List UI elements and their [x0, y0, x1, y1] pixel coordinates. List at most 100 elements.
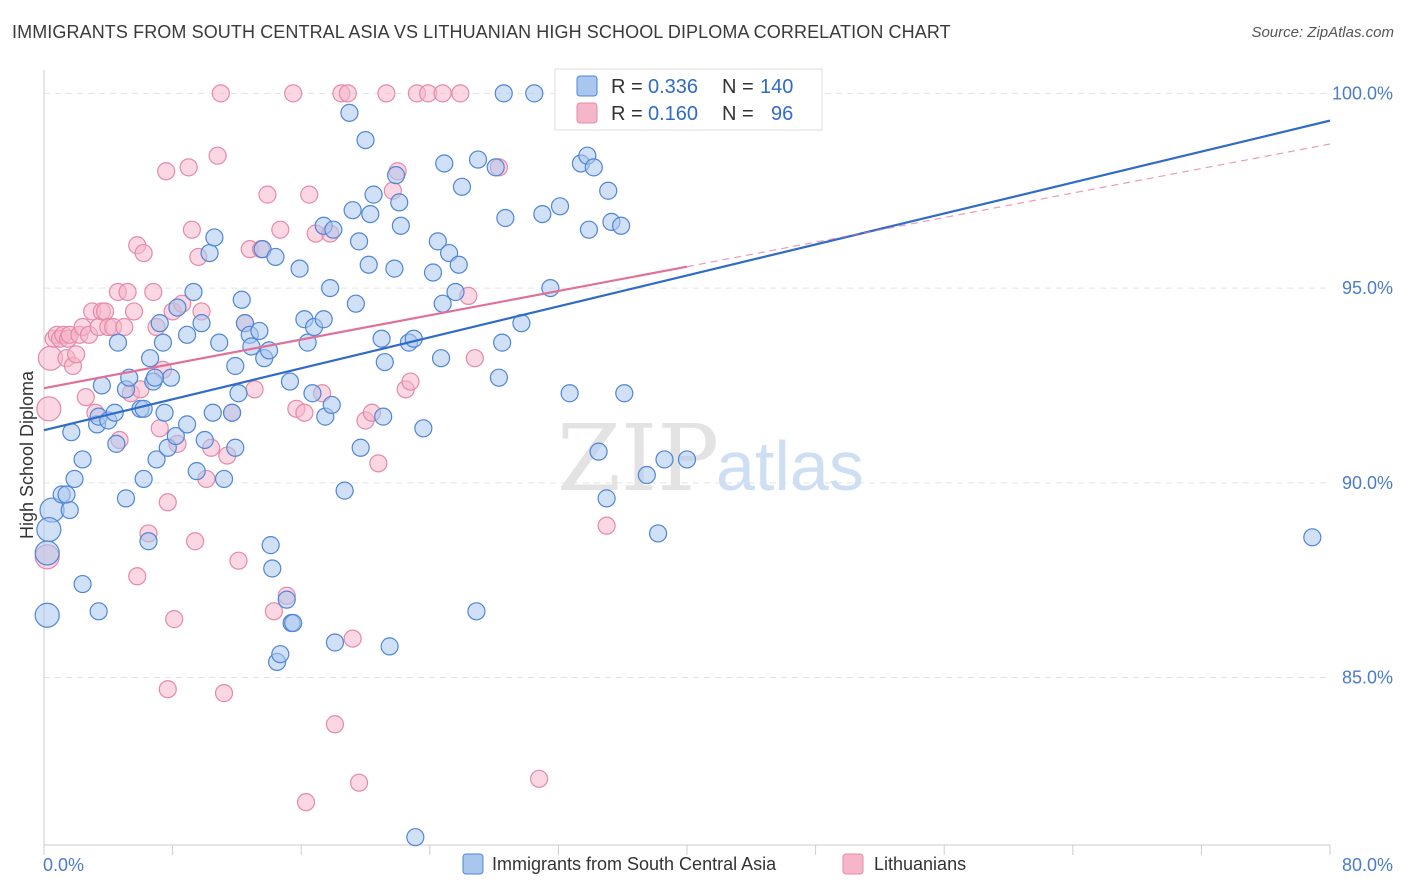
lithuanians-point	[271, 220, 290, 239]
y-axis-label: High School Diploma	[17, 370, 37, 539]
south-central-asia-point	[343, 201, 362, 220]
south-central-asia-point	[599, 181, 618, 200]
lithuanians-point	[295, 403, 314, 422]
lithuanians-point	[245, 380, 264, 399]
south-central-asia-point	[349, 232, 369, 251]
south-central-asia-point	[431, 349, 451, 368]
south-central-asia-point	[200, 243, 219, 263]
lithuanians-point	[377, 84, 396, 103]
trend-line-lithuanians	[43, 265, 688, 390]
south-central-asia-point	[166, 426, 185, 446]
south-central-asia-point	[108, 333, 128, 352]
south-central-asia-point	[446, 282, 465, 302]
legend-n-value-2: 96	[771, 103, 793, 125]
lithuanians-point	[158, 680, 177, 699]
south-central-asia-point	[655, 450, 674, 469]
south-central-asia-point	[428, 232, 447, 251]
legend-n-label-1: N =	[722, 76, 754, 98]
lithuanians-point	[300, 185, 319, 204]
lithuanians-point	[150, 419, 169, 438]
lithuanians-point	[144, 282, 163, 302]
south-central-asia-point	[290, 259, 309, 278]
legend-n-label-2: N =	[722, 103, 754, 125]
trend-lines	[43, 119, 1331, 432]
south-central-asia-point	[414, 419, 433, 438]
grid-lines	[44, 92, 1330, 679]
south-central-asia-point	[210, 333, 229, 352]
south-central-asia-point	[277, 590, 296, 609]
lithuanians-point	[343, 629, 362, 648]
lithuanians-point	[229, 551, 248, 570]
south-central-asia-point	[161, 368, 181, 387]
south-central-asia-point	[361, 204, 380, 224]
lithuanians-point	[115, 317, 134, 337]
south-central-asia-point	[486, 158, 505, 177]
lithuanians-point	[179, 158, 198, 177]
south-central-asia-point	[195, 430, 214, 450]
lithuanians-point	[95, 302, 115, 321]
south-central-asia-point	[226, 438, 245, 457]
series-legend-swatch-pink	[842, 853, 864, 875]
y-tick-label: 90.0%	[1342, 473, 1393, 493]
lithuanians-point	[338, 84, 357, 103]
lithuanians-point	[597, 516, 616, 535]
south-central-asia-point	[550, 197, 570, 216]
south-central-asia-point	[335, 481, 354, 500]
south-central-asia-point	[116, 489, 136, 508]
lithuanians-point	[208, 146, 227, 165]
south-central-asia-point	[73, 450, 92, 469]
south-central-asia-point	[560, 384, 579, 403]
south-central-asia-point	[390, 193, 409, 212]
south-central-asia-point	[525, 84, 544, 103]
lithuanians-point	[349, 773, 369, 792]
south-central-asia-point	[155, 403, 174, 422]
series-legend-label-blue: Immigrants from South Central Asia	[492, 854, 777, 874]
legend-r-value-1: 0.336	[648, 76, 698, 98]
south-central-asia-point	[73, 574, 92, 594]
south-central-asia-point	[391, 216, 410, 235]
lithuanians-point	[186, 532, 205, 551]
south-central-asia-point	[372, 329, 391, 348]
south-central-asia-point	[611, 216, 631, 235]
legend-swatch-blue	[576, 75, 598, 97]
south-central-asia-point	[229, 384, 248, 403]
south-central-asia-point	[140, 349, 160, 368]
y-tick-label: 85.0%	[1342, 668, 1393, 688]
lithuanians-point	[211, 84, 230, 103]
south-central-asia-point	[380, 637, 399, 656]
south-central-asia-point	[648, 524, 668, 543]
south-central-asia-point	[92, 376, 111, 395]
lithuanians-point	[296, 793, 316, 812]
lithuanians-point	[284, 84, 303, 103]
legend-r-label-1: R =	[611, 76, 643, 98]
legend-r-value-2: 0.160	[648, 103, 698, 125]
y-tick-labels: 85.0% 90.0% 95.0% 100.0%	[1332, 83, 1393, 687]
south-central-asia-point	[435, 154, 454, 173]
lithuanians-point	[214, 684, 234, 703]
south-central-asia-point	[261, 536, 280, 555]
lithuanians-point	[118, 282, 137, 302]
legend-swatch-pink	[576, 102, 598, 124]
south-central-asia-point	[62, 423, 81, 442]
south-central-asia-point	[452, 177, 472, 196]
south-central-asia-point	[356, 131, 375, 150]
south-central-asia-point	[449, 255, 468, 274]
x-tick-label-min: 0.0%	[43, 855, 84, 875]
south-central-asia-point	[346, 294, 365, 313]
legend-r-label-2: R =	[611, 103, 643, 125]
south-central-asia-point	[177, 325, 197, 344]
south-central-asia-point	[134, 399, 153, 418]
south-central-asia-point	[324, 220, 343, 239]
correlation-legend: R = 0.336 N = 140 R = 0.160 N = 96	[554, 68, 823, 131]
south-central-asia-point	[192, 314, 211, 333]
lithuanians-point	[325, 715, 345, 734]
x-tick-label-max: 80.0%	[1342, 855, 1393, 875]
south-central-asia-point	[145, 368, 165, 387]
south-central-asia-point	[187, 462, 206, 481]
series-legend: Immigrants from South Central Asia Lithu…	[462, 853, 966, 875]
south-central-asia-point	[467, 602, 486, 621]
south-central-asia-point	[439, 243, 459, 263]
south-central-asia-point	[322, 395, 341, 415]
south-central-asia-point	[177, 415, 197, 434]
